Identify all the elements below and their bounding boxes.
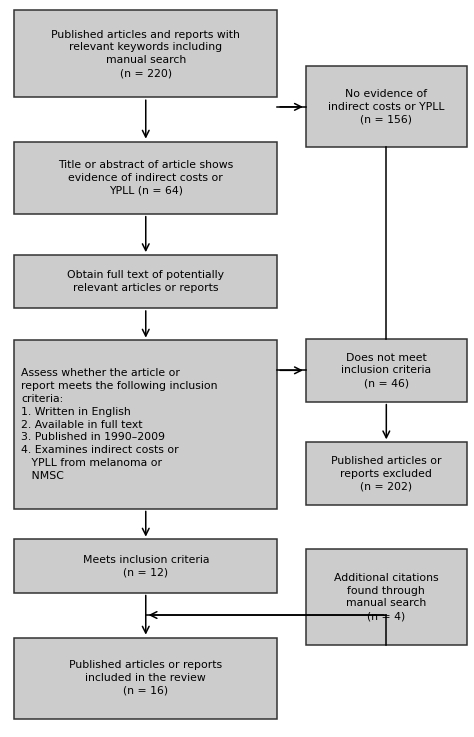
FancyBboxPatch shape: [306, 442, 467, 505]
FancyBboxPatch shape: [14, 10, 277, 97]
FancyBboxPatch shape: [14, 539, 277, 593]
Text: Assess whether the article or
report meets the following inclusion
criteria:
1. : Assess whether the article or report mee…: [21, 368, 218, 481]
Text: Published articles and reports with
relevant keywords including
manual search
(n: Published articles and reports with rele…: [51, 29, 240, 78]
FancyBboxPatch shape: [14, 255, 277, 308]
Text: Additional citations
found through
manual search
(n = 4): Additional citations found through manua…: [334, 573, 438, 621]
Text: Obtain full text of potentially
relevant articles or reports: Obtain full text of potentially relevant…: [67, 270, 224, 293]
FancyBboxPatch shape: [14, 340, 277, 509]
FancyBboxPatch shape: [14, 142, 277, 214]
FancyBboxPatch shape: [14, 638, 277, 719]
Text: Title or abstract of article shows
evidence of indirect costs or
YPLL (n = 64): Title or abstract of article shows evide…: [58, 160, 233, 195]
FancyBboxPatch shape: [306, 66, 467, 147]
Text: Meets inclusion criteria
(n = 12): Meets inclusion criteria (n = 12): [82, 555, 209, 577]
Text: Does not meet
inclusion criteria
(n = 46): Does not meet inclusion criteria (n = 46…: [341, 352, 431, 388]
Text: No evidence of
indirect costs or YPLL
(n = 156): No evidence of indirect costs or YPLL (n…: [328, 89, 445, 125]
Text: Published articles or
reports excluded
(n = 202): Published articles or reports excluded (…: [331, 455, 442, 492]
Text: Published articles or reports
included in the review
(n = 16): Published articles or reports included i…: [69, 660, 222, 696]
FancyBboxPatch shape: [306, 339, 467, 402]
FancyBboxPatch shape: [306, 549, 467, 645]
